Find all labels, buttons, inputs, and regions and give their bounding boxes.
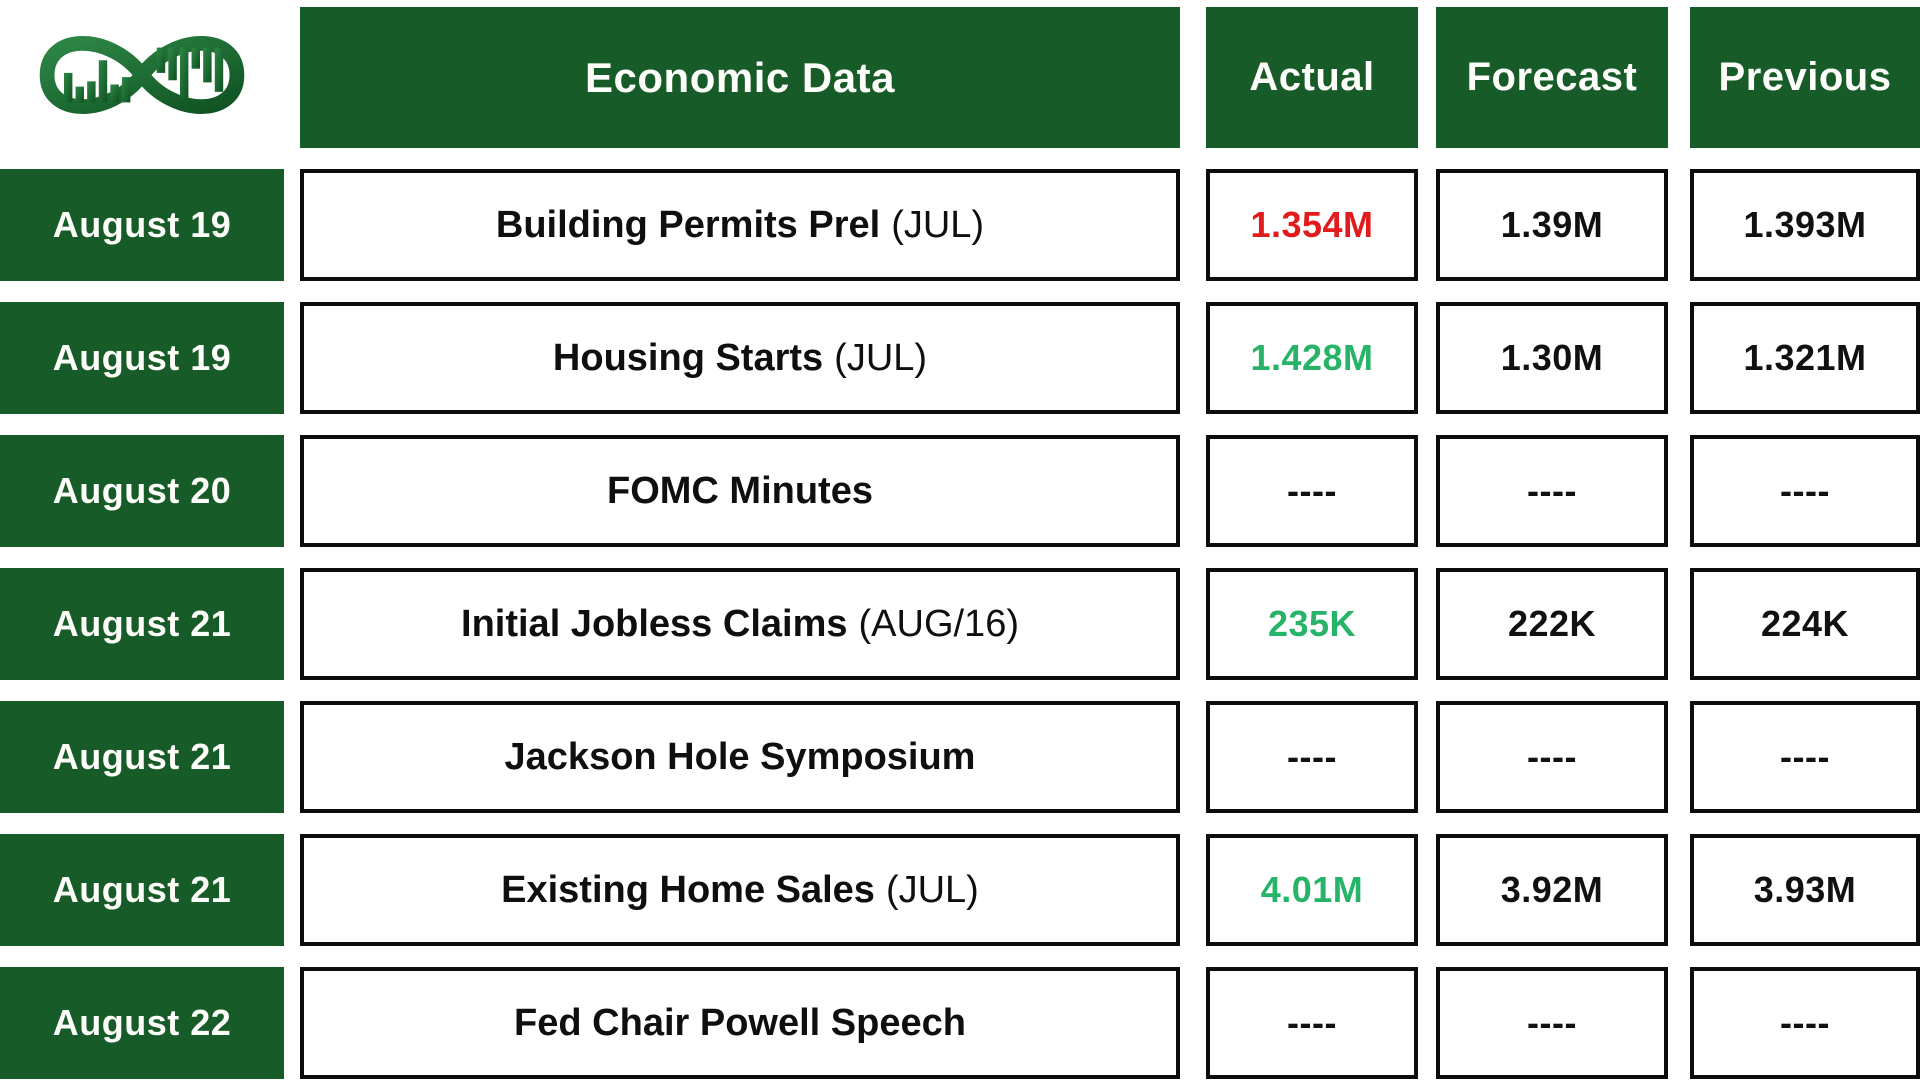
actual-cell: 235K [1206, 568, 1418, 680]
date-label: August 20 [52, 470, 232, 511]
event-cell: Housing Starts (JUL) [300, 302, 1180, 414]
event-period: (JUL) [834, 336, 928, 379]
previous-cell: 1.393M [1690, 169, 1920, 281]
forecast-cell: 1.30M [1436, 302, 1668, 414]
date-label: August 21 [52, 736, 232, 777]
actual-cell: 1.428M [1206, 302, 1418, 414]
event-name: Fed Chair Powell Speech [514, 1001, 966, 1044]
forecast-value: 1.30M [1500, 337, 1604, 378]
event-cell: Building Permits Prel (JUL) [300, 169, 1180, 281]
event-cell: Existing Home Sales (JUL) [300, 834, 1180, 946]
forecast-value: 3.92M [1500, 869, 1604, 910]
actual-cell: ---- [1206, 967, 1418, 1079]
actual-value: 1.354M [1250, 204, 1374, 245]
table-row: August 21 Existing Home Sales (JUL) 4.01… [0, 834, 1920, 946]
actual-value: ---- [1287, 736, 1337, 777]
previous-value: ---- [1780, 1002, 1830, 1043]
event-name: Building Permits Prel [495, 203, 881, 246]
table-row: August 19 Housing Starts (JUL) 1.428M 1.… [0, 302, 1920, 414]
previous-value: 224K [1760, 603, 1850, 644]
previous-header-label: Previous [1718, 55, 1892, 99]
forecast-cell: ---- [1436, 435, 1668, 547]
forecast-cell: 3.92M [1436, 834, 1668, 946]
forecast-value: ---- [1527, 470, 1577, 511]
table-row: August 20 FOMC Minutes ---- ---- ---- [0, 435, 1920, 547]
forecast-value: 1.39M [1500, 204, 1604, 245]
event-name: FOMC Minutes [607, 469, 873, 512]
forecast-value: ---- [1527, 1002, 1577, 1043]
date-label: August 19 [52, 337, 232, 378]
column-header-actual: Actual [1206, 7, 1418, 148]
date-label: August 21 [52, 603, 232, 644]
forecast-cell: ---- [1436, 701, 1668, 813]
event-period: (JUL) [885, 868, 979, 911]
previous-value: 1.321M [1743, 337, 1867, 378]
forecast-cell: 1.39M [1436, 169, 1668, 281]
event-name: Initial Jobless Claims [461, 602, 848, 645]
actual-value: 235K [1267, 603, 1357, 644]
event-period: (AUG/16) [858, 602, 1019, 645]
date-cell: August 21 [0, 568, 284, 680]
date-label: August 21 [52, 869, 232, 910]
event-period: (JUL) [891, 203, 985, 246]
event-cell: Fed Chair Powell Speech [300, 967, 1180, 1079]
column-header-economic-data: Economic Data [300, 7, 1180, 148]
actual-cell: ---- [1206, 701, 1418, 813]
forecast-header-label: Forecast [1466, 55, 1638, 99]
column-header-forecast: Forecast [1436, 7, 1668, 148]
date-cell: August 20 [0, 435, 284, 547]
event-name: Housing Starts [552, 336, 824, 379]
previous-cell: 3.93M [1690, 834, 1920, 946]
previous-cell: 224K [1690, 568, 1920, 680]
table-row: August 21 Jackson Hole Symposium ---- --… [0, 701, 1920, 813]
table-header-row: Economic Data Actual Forecast Previous [0, 7, 1920, 148]
date-cell: August 21 [0, 701, 284, 813]
previous-value: 1.393M [1743, 204, 1867, 245]
previous-value: ---- [1780, 736, 1830, 777]
actual-value: ---- [1287, 1002, 1337, 1043]
forecast-cell: ---- [1436, 967, 1668, 1079]
table-row: August 19 Building Permits Prel (JUL) 1.… [0, 169, 1920, 281]
actual-value: ---- [1287, 470, 1337, 511]
event-name: Jackson Hole Symposium [504, 735, 976, 778]
date-cell: August 19 [0, 169, 284, 281]
actual-value: 1.428M [1250, 337, 1374, 378]
actual-cell: ---- [1206, 435, 1418, 547]
date-label: August 19 [52, 204, 232, 245]
event-name: Existing Home Sales [501, 868, 875, 911]
event-cell: Jackson Hole Symposium [300, 701, 1180, 813]
column-header-previous: Previous [1690, 7, 1920, 148]
previous-cell: ---- [1690, 435, 1920, 547]
logo [0, 7, 284, 148]
date-cell: August 22 [0, 967, 284, 1079]
actual-header-label: Actual [1249, 55, 1375, 99]
actual-cell: 1.354M [1206, 169, 1418, 281]
actual-cell: 4.01M [1206, 834, 1418, 946]
previous-value: 3.93M [1753, 869, 1857, 910]
previous-cell: ---- [1690, 701, 1920, 813]
date-cell: August 21 [0, 834, 284, 946]
forecast-value: ---- [1527, 736, 1577, 777]
previous-cell: 1.321M [1690, 302, 1920, 414]
event-cell: Initial Jobless Claims (AUG/16) [300, 568, 1180, 680]
forecast-value: 222K [1507, 603, 1597, 644]
table-row: August 21 Initial Jobless Claims (AUG/16… [0, 568, 1920, 680]
previous-cell: ---- [1690, 967, 1920, 1079]
infinity-bar-chart-logo-icon [26, 11, 258, 144]
event-cell: FOMC Minutes [300, 435, 1180, 547]
table-row: August 22 Fed Chair Powell Speech ---- -… [0, 967, 1920, 1079]
previous-value: ---- [1780, 470, 1830, 511]
economic-data-header-label: Economic Data [585, 53, 895, 101]
actual-value: 4.01M [1260, 869, 1364, 910]
date-cell: August 19 [0, 302, 284, 414]
forecast-cell: 222K [1436, 568, 1668, 680]
date-label: August 22 [52, 1002, 232, 1043]
